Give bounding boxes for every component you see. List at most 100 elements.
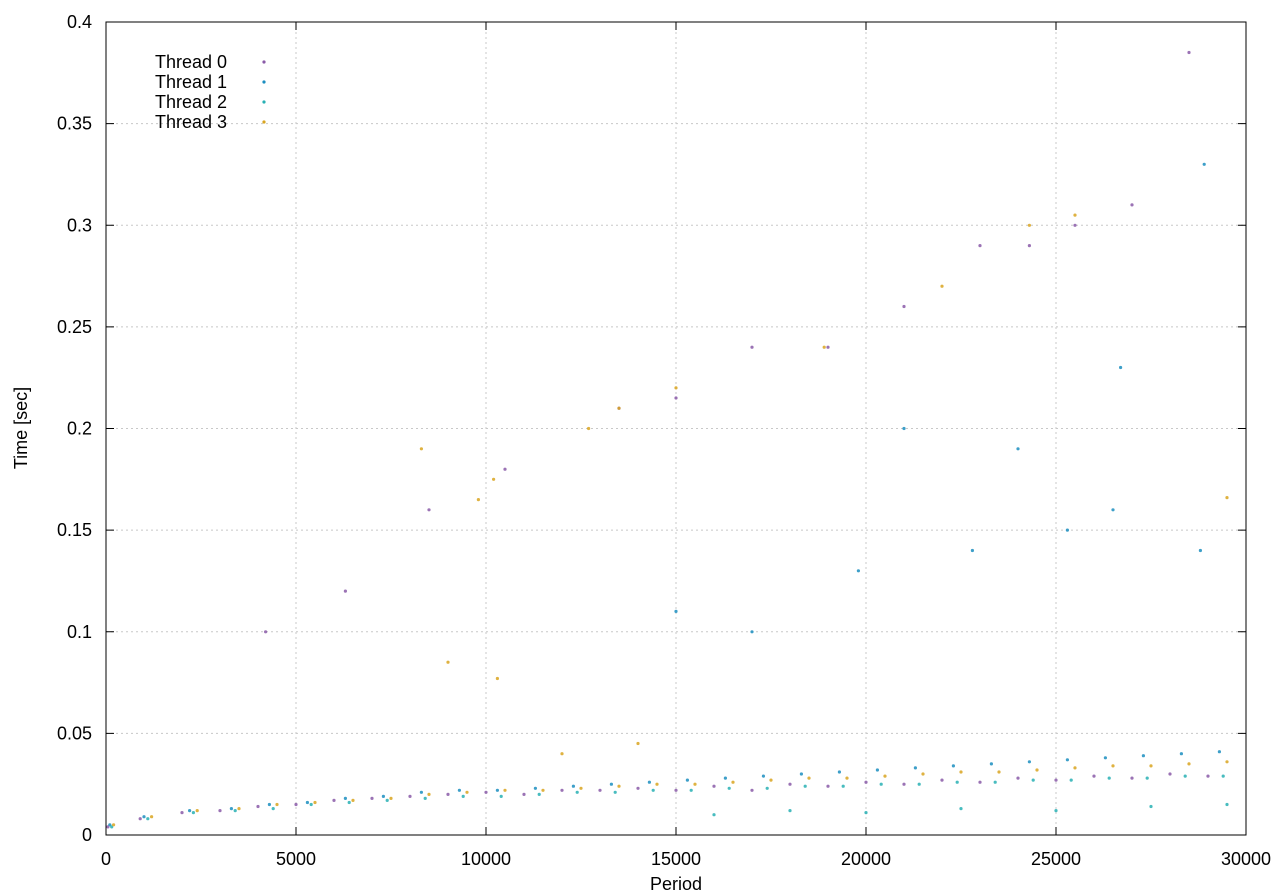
y-tick-label: 0.25 bbox=[57, 317, 92, 337]
data-point bbox=[1092, 774, 1096, 778]
data-point bbox=[655, 782, 659, 786]
data-point bbox=[902, 426, 906, 431]
data-point bbox=[309, 802, 313, 807]
y-tick-label: 0.2 bbox=[67, 419, 92, 439]
data-point bbox=[1130, 776, 1134, 780]
data-point bbox=[875, 768, 880, 772]
y-tick-label: 0.3 bbox=[67, 215, 92, 235]
data-point bbox=[1073, 223, 1077, 227]
data-point bbox=[423, 796, 427, 801]
y-tick-label: 0.05 bbox=[57, 723, 92, 743]
data-point bbox=[883, 774, 887, 778]
data-point bbox=[1054, 809, 1058, 813]
data-point bbox=[408, 794, 412, 799]
legend-marker-2 bbox=[262, 100, 266, 104]
data-point bbox=[750, 630, 754, 634]
data-point bbox=[256, 804, 260, 809]
data-point bbox=[233, 809, 237, 813]
data-point bbox=[674, 386, 678, 390]
data-point bbox=[712, 813, 716, 817]
data-point bbox=[989, 762, 994, 766]
y-tick-label: 0.15 bbox=[57, 520, 92, 540]
data-point bbox=[617, 784, 621, 788]
data-point bbox=[110, 825, 114, 829]
data-point bbox=[917, 782, 921, 786]
y-axis-title: Time [sec] bbox=[11, 387, 31, 469]
data-point bbox=[343, 796, 347, 801]
data-point bbox=[503, 788, 507, 792]
legend-marker-0 bbox=[262, 60, 266, 64]
data-point bbox=[765, 786, 769, 790]
x-tick-label: 25000 bbox=[1031, 849, 1081, 869]
data-point bbox=[636, 741, 640, 746]
data-point bbox=[1130, 203, 1134, 207]
y-tick-label: 0.35 bbox=[57, 114, 92, 134]
data-point bbox=[347, 800, 351, 805]
legend-marker-3 bbox=[262, 120, 266, 124]
data-point bbox=[807, 776, 811, 780]
data-point bbox=[1035, 768, 1039, 772]
data-point bbox=[1107, 776, 1111, 780]
data-point bbox=[188, 809, 192, 813]
data-point bbox=[427, 792, 431, 797]
data-point bbox=[492, 477, 496, 481]
data-point bbox=[465, 790, 469, 794]
data-point bbox=[389, 796, 393, 801]
data-point bbox=[381, 794, 385, 799]
y-tick-label: 0.4 bbox=[67, 12, 92, 32]
data-point bbox=[1187, 50, 1191, 55]
data-point bbox=[598, 788, 602, 792]
data-point bbox=[1198, 548, 1202, 553]
grid-lines bbox=[106, 22, 1246, 835]
y-tick-labels: 0 0.05 0.1 0.15 0.2 0.25 0.3 0.35 0.4 bbox=[57, 12, 92, 845]
legend-marker-1 bbox=[262, 80, 266, 84]
data-point bbox=[647, 780, 652, 784]
data-point bbox=[495, 676, 499, 681]
data-point bbox=[560, 788, 564, 792]
data-point bbox=[1141, 754, 1145, 758]
data-point bbox=[575, 790, 579, 794]
data-point bbox=[180, 811, 184, 815]
data-point bbox=[313, 800, 317, 805]
data-point bbox=[799, 772, 804, 776]
data-point bbox=[970, 548, 975, 553]
series-1-points bbox=[108, 162, 1221, 827]
data-point bbox=[571, 784, 576, 788]
data-point bbox=[229, 807, 233, 811]
data-point bbox=[940, 284, 944, 288]
data-point bbox=[108, 823, 112, 827]
data-point bbox=[138, 817, 142, 821]
data-point bbox=[560, 752, 564, 756]
legend-label-2: Thread 2 bbox=[155, 92, 227, 112]
legend-label-0: Thread 0 bbox=[155, 52, 227, 72]
series-2-points bbox=[110, 774, 1229, 829]
data-point bbox=[693, 782, 697, 786]
data-point bbox=[191, 811, 195, 815]
data-point bbox=[609, 782, 614, 786]
data-point bbox=[1221, 774, 1225, 778]
data-point bbox=[1183, 774, 1187, 778]
data-point bbox=[1149, 764, 1153, 768]
data-point bbox=[1168, 772, 1172, 776]
data-point bbox=[499, 794, 503, 799]
data-point bbox=[503, 467, 507, 471]
data-point bbox=[788, 809, 792, 813]
data-point bbox=[822, 345, 826, 349]
data-point bbox=[879, 782, 883, 786]
data-point bbox=[533, 786, 538, 790]
data-point bbox=[271, 807, 275, 811]
data-point bbox=[1111, 508, 1115, 512]
data-point bbox=[195, 809, 199, 813]
data-point bbox=[150, 815, 154, 819]
data-point bbox=[267, 802, 271, 807]
data-point bbox=[761, 774, 766, 778]
data-point bbox=[993, 780, 997, 784]
x-tick-label: 5000 bbox=[276, 849, 316, 869]
x-tick-label: 30000 bbox=[1221, 849, 1271, 869]
data-point bbox=[750, 788, 754, 792]
x-tick-labels: 0 5000 10000 15000 20000 25000 30000 bbox=[101, 849, 1271, 869]
data-point bbox=[495, 788, 499, 792]
data-point bbox=[1027, 223, 1031, 227]
data-point bbox=[978, 244, 982, 248]
